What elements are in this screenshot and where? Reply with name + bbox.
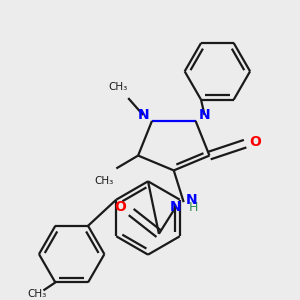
- Text: CH₃: CH₃: [28, 290, 47, 299]
- Text: N: N: [137, 108, 149, 122]
- Text: N: N: [170, 200, 182, 214]
- Text: CH₃: CH₃: [95, 176, 114, 186]
- Text: CH₃: CH₃: [109, 82, 128, 92]
- Text: O: O: [114, 200, 126, 214]
- Text: N: N: [199, 108, 210, 122]
- Text: H: H: [189, 201, 198, 214]
- Text: N: N: [186, 193, 197, 207]
- Text: O: O: [249, 135, 261, 149]
